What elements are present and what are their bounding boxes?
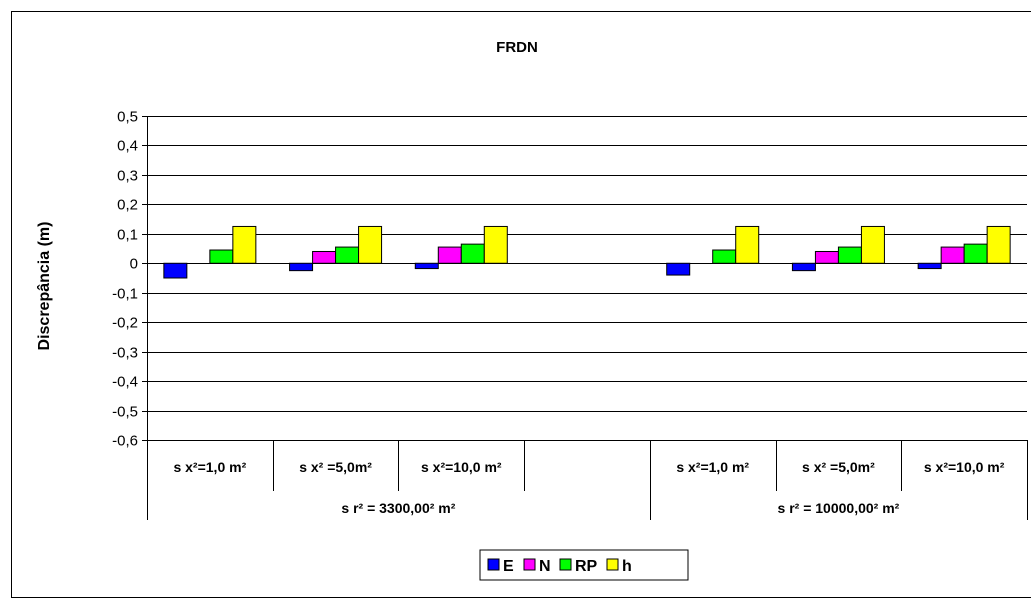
y-tick-label: 0,4: [117, 138, 138, 155]
y-tick-layer: 0,5 0,4 0,3 0,2 0,1 0 -0,1 -0,2 -0,3 -0,4 -0,5 -0,6: [112, 109, 138, 450]
bar-h: [358, 225, 383, 264]
category-label: s x² =5,0m²: [802, 459, 875, 475]
bar-rp: [460, 243, 485, 264]
bar-layer: [163, 225, 1011, 279]
legend-label-e: E: [503, 558, 514, 575]
y-tick-label: 0: [130, 256, 138, 273]
bar-n: [312, 250, 337, 264]
legend-box: [479, 549, 689, 581]
category-label: s x² =5,0m²: [299, 459, 372, 475]
bar-rp: [837, 246, 862, 264]
chart-title: FRDN: [496, 39, 538, 56]
bar-n: [940, 246, 965, 264]
bar-h: [860, 225, 885, 264]
category-label: s x²=1,0 m²: [676, 459, 749, 475]
legend: E N RP h: [479, 549, 689, 581]
category-label: s x²=10,0 m²: [924, 459, 1005, 475]
bar-e: [791, 262, 816, 272]
bar-n: [437, 246, 462, 264]
category-layer: s x²=1,0 m² s x² =5,0m² s x²=10,0 m² s x²=1…: [173, 459, 1004, 516]
y-tick-label: -0,5: [112, 404, 138, 421]
bar-rp: [335, 246, 360, 264]
legend-swatch-h: [606, 558, 619, 571]
group-label: s r² = 3300,00² m²: [341, 500, 455, 516]
grid-layer: [147, 116, 1027, 441]
bar-n: [814, 250, 839, 264]
legend-label-n: N: [539, 558, 551, 575]
y-tick-label: -0,2: [112, 315, 138, 332]
y-axis-title: Discrepância (m): [36, 222, 53, 351]
y-tick-label: -0,1: [112, 286, 138, 303]
bar-rp: [963, 243, 988, 264]
category-label: s x²=10,0 m²: [421, 459, 502, 475]
legend-label-rp: RP: [575, 558, 598, 575]
bar-e: [414, 262, 439, 270]
category-label: s x²=1,0 m²: [173, 459, 246, 475]
legend-swatch-rp: [559, 558, 572, 571]
bar-e: [163, 262, 188, 279]
bar-e: [289, 262, 314, 272]
y-tick-label: 0,3: [117, 168, 138, 185]
bar-e: [917, 262, 942, 270]
group-label: s r² = 10000,00² m²: [778, 500, 900, 516]
axis-layer: [142, 116, 1028, 520]
y-tick-label: 0,1: [117, 227, 138, 244]
y-tick-label: 0,5: [117, 109, 138, 126]
bar-e: [666, 262, 691, 276]
y-tick-label: -0,6: [112, 433, 138, 450]
bar-h: [735, 225, 760, 264]
legend-swatch-n: [523, 558, 536, 571]
bar-h: [986, 225, 1011, 264]
bar-h: [232, 225, 257, 264]
y-tick-label: -0,4: [112, 374, 138, 391]
bar-rp: [209, 249, 234, 264]
y-tick-label: 0,2: [117, 197, 138, 214]
legend-swatch-e: [487, 558, 500, 571]
bar-h: [483, 225, 508, 264]
bar-rp: [712, 249, 737, 264]
legend-label-h: h: [622, 558, 632, 575]
y-tick-label: -0,3: [112, 345, 138, 362]
